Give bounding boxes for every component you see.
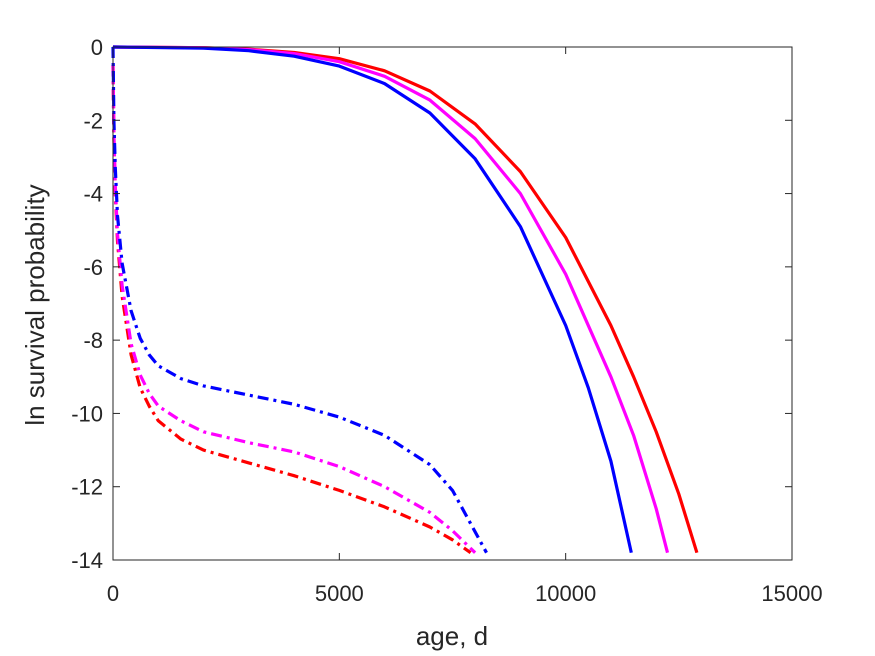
y-tick-label: 0 (91, 35, 103, 60)
x-axis-label: age, d (416, 621, 488, 651)
plot-box (112, 46, 793, 561)
y-tick-label: -12 (71, 475, 103, 500)
x-tick-label: 10000 (535, 581, 596, 606)
y-tick-label: -4 (83, 182, 103, 207)
x-tick-label: 0 (107, 581, 119, 606)
x-tick-label: 15000 (761, 581, 822, 606)
y-tick-label: -6 (83, 255, 103, 280)
y-axis-label: ln survival probability (20, 184, 50, 425)
series-layer (111, 45, 699, 555)
ticks: 0 5000 10000 15000 0 -2 -4 -6 -8 -10 -12 -14 (71, 35, 822, 606)
solid-line-series-3 (112, 45, 633, 554)
y-tick-label: -14 (71, 548, 103, 573)
y-tick-label: -2 (83, 108, 103, 133)
y-tick-label: -10 (71, 401, 103, 426)
axes-frame (112, 46, 793, 561)
x-tick-label: 5000 (315, 581, 364, 606)
y-tick-label: -8 (83, 328, 103, 353)
dashdot-line-series-6 (111, 46, 488, 554)
